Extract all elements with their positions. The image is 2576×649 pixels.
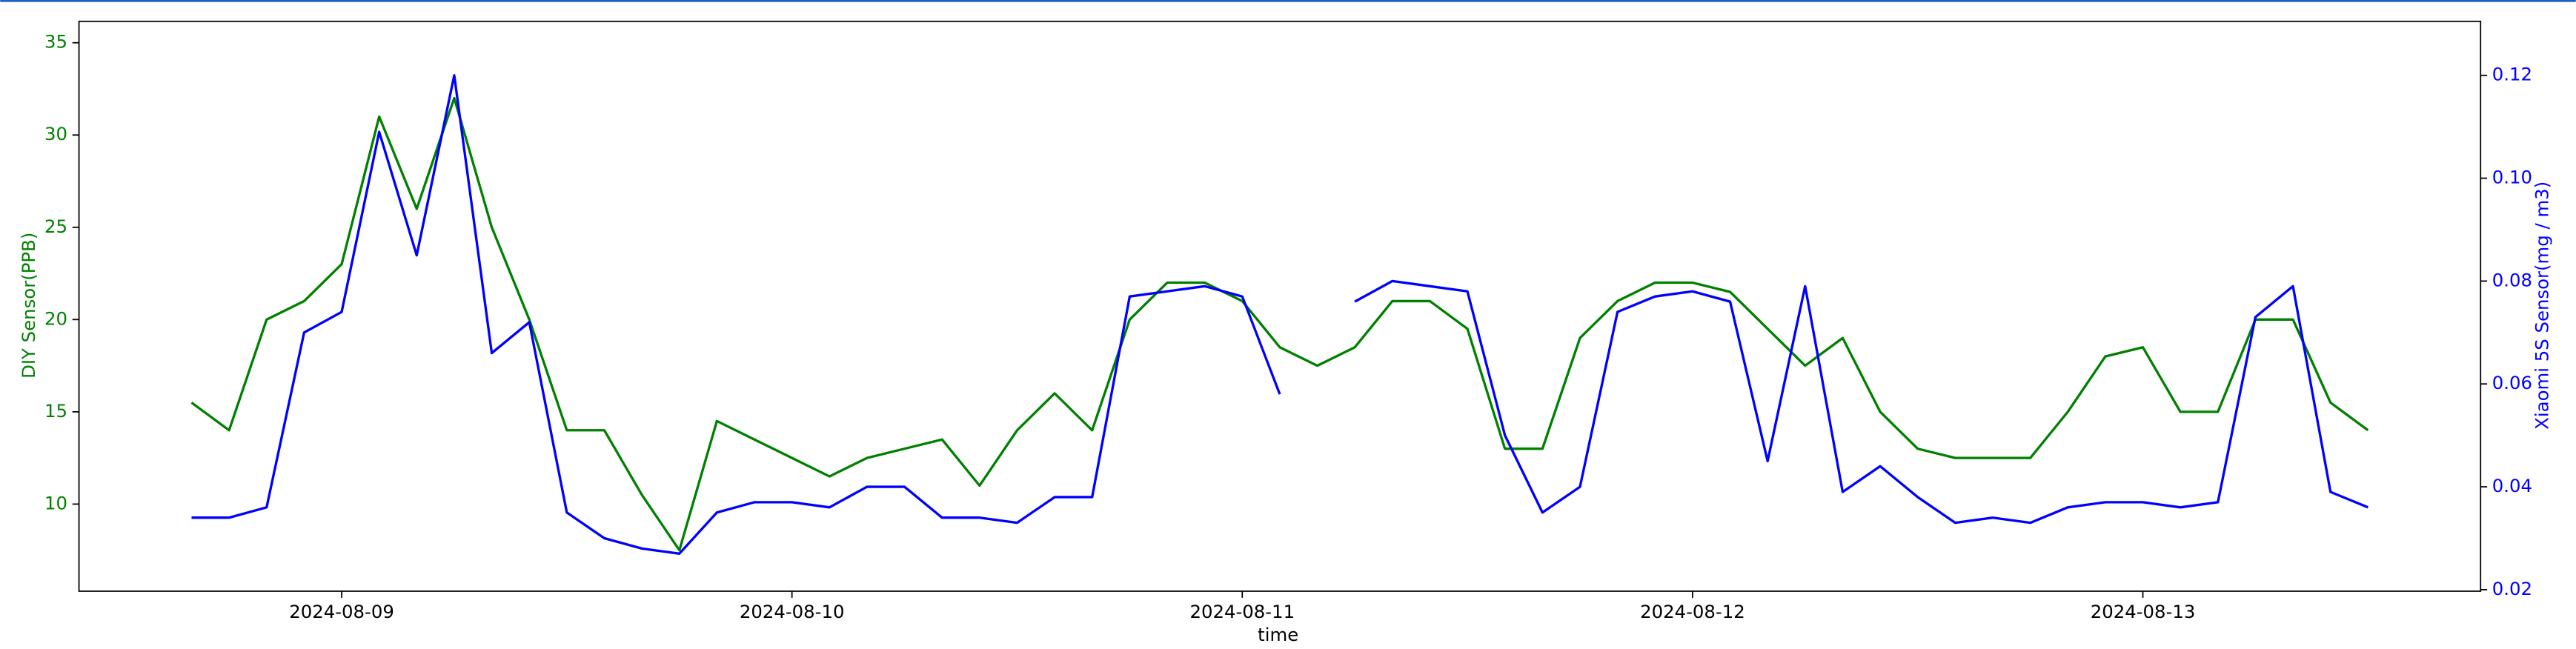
top-border: [0, 0, 2576, 2]
y-tick-label: 10: [44, 492, 67, 513]
y-tick-label: 35: [44, 31, 67, 53]
y2-tick-label: 0.06: [2492, 372, 2532, 393]
x-tick-label: 2024-08-10: [740, 601, 845, 622]
y2-axis-label: Xiaomi 5S Sensor(mg / m3): [2531, 182, 2552, 430]
y-axis-label: DIY Sensor(PPB): [18, 233, 39, 379]
x-tick-label: 2024-08-11: [1189, 601, 1295, 622]
data-line: [190, 96, 2369, 552]
y2-tick-label: 0.10: [2492, 167, 2532, 188]
data-line: [191, 74, 2368, 555]
x-tick-label: 2024-08-13: [2091, 601, 2196, 622]
x-tick-label: 2024-08-12: [1640, 601, 1745, 622]
y-tick-label: 30: [44, 123, 67, 144]
y-tick-label: 15: [44, 400, 67, 422]
x-tick-label: 2024-08-09: [289, 601, 394, 622]
y-tick-label: 25: [44, 216, 67, 237]
y-tick-label: 20: [44, 307, 67, 329]
y2-tick-label: 0.08: [2492, 269, 2532, 290]
y2-tick-label: 0.12: [2492, 64, 2532, 85]
plot-frame: [78, 20, 2482, 592]
y2-tick-label: 0.04: [2492, 475, 2532, 496]
x-axis-label: time: [1258, 624, 1298, 645]
y2-tick-label: 0.02: [2492, 578, 2532, 599]
